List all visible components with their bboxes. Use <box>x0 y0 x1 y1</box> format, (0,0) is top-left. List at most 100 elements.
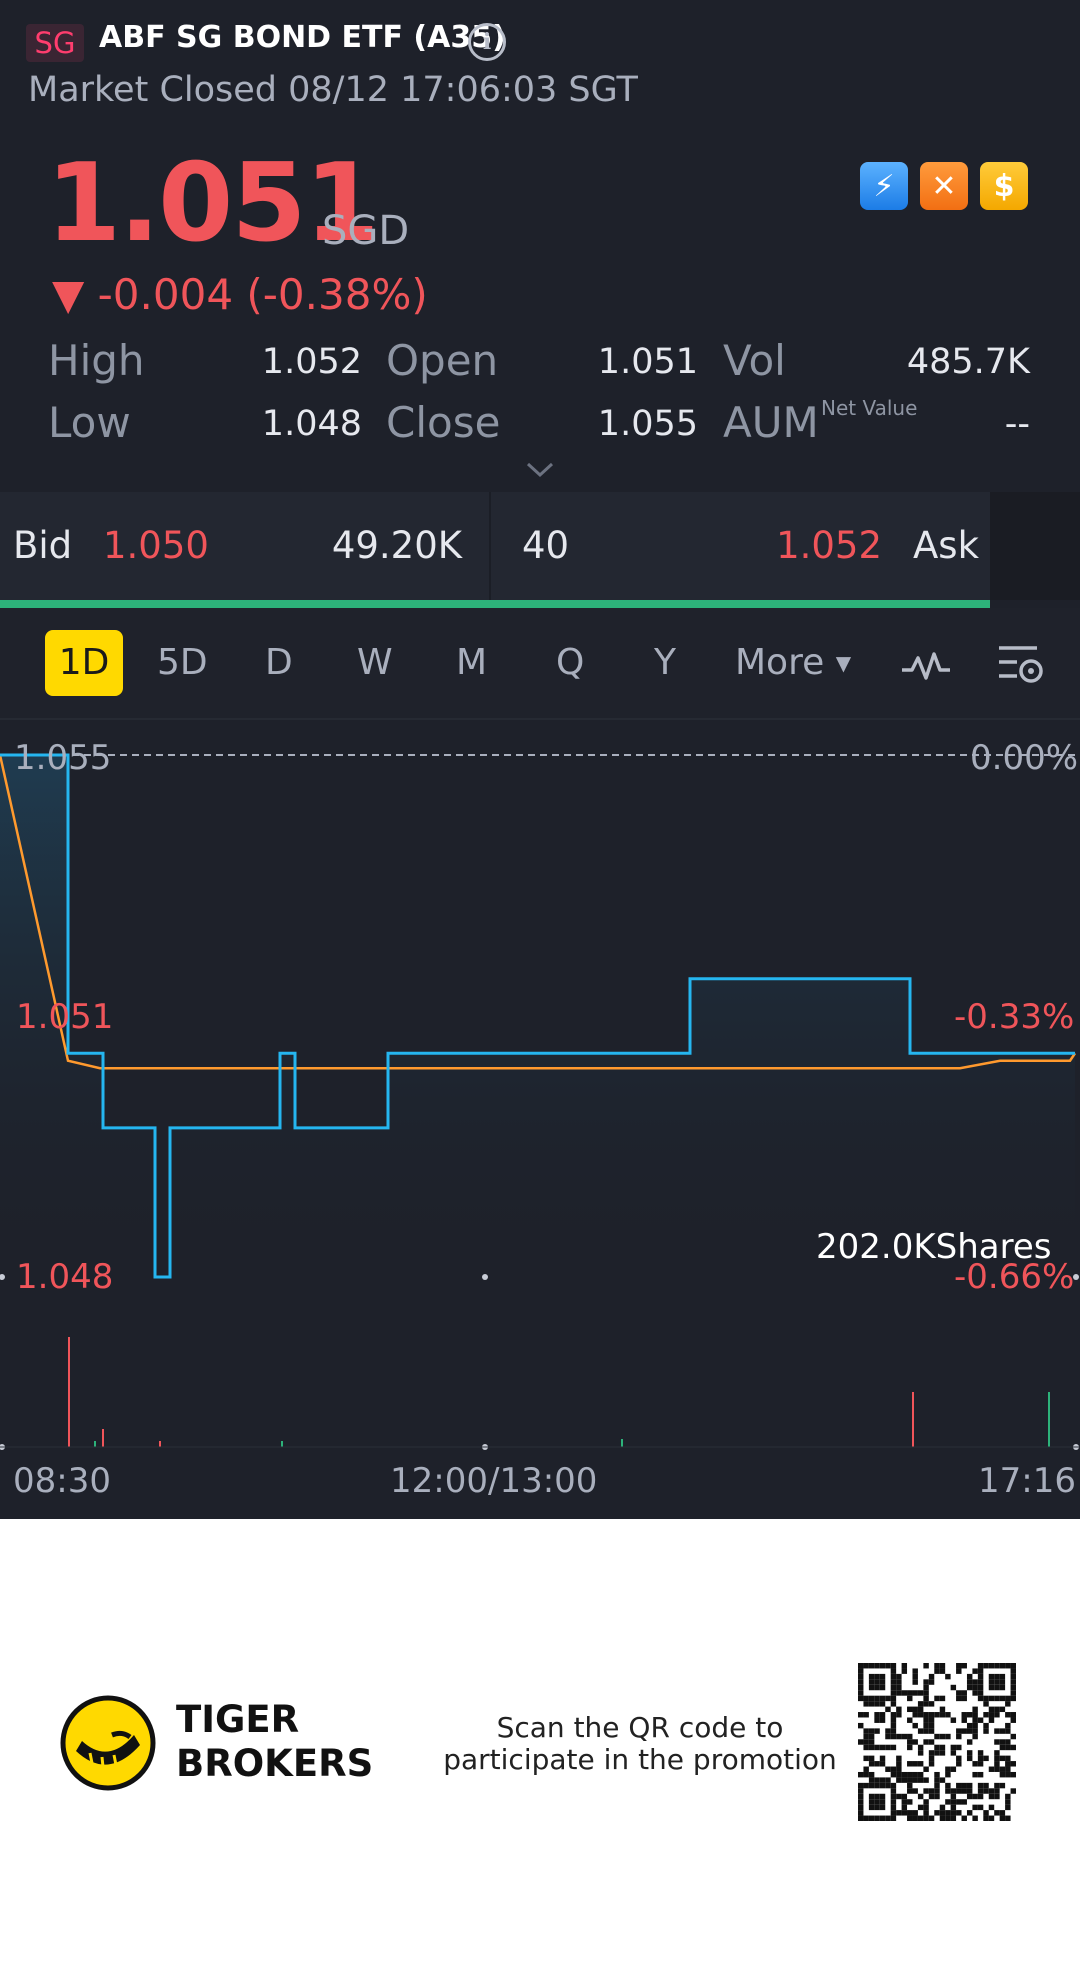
tab-d[interactable]: D <box>265 642 293 683</box>
qr-module <box>874 1701 880 1707</box>
qr-module <box>939 1733 946 1740</box>
qr-module <box>945 1771 951 1778</box>
qr-module <box>928 1750 935 1756</box>
grid-dot-1 <box>482 1274 488 1280</box>
tiger-logo <box>60 1695 156 1791</box>
qr-module <box>928 1739 935 1745</box>
qr-module <box>966 1739 973 1745</box>
qr-module <box>923 1788 929 1794</box>
qr-module <box>988 1663 995 1669</box>
qr-module <box>945 1712 951 1718</box>
high-value: 1.052 <box>261 342 362 382</box>
qr-module <box>983 1663 989 1669</box>
qr-module <box>868 1815 875 1821</box>
qr-module <box>977 1771 984 1778</box>
qr-module <box>863 1739 869 1745</box>
qr-module <box>858 1793 864 1800</box>
qr-module <box>1005 1766 1011 1772</box>
indicator-icon[interactable] <box>898 638 954 694</box>
qr-module <box>923 1684 929 1691</box>
qr-module <box>945 1733 951 1740</box>
qr-module <box>923 1690 929 1696</box>
qr-module <box>923 1663 929 1669</box>
qr-module <box>928 1712 935 1718</box>
qr-module <box>994 1679 1000 1685</box>
qr-module <box>1005 1695 1011 1702</box>
qr-module <box>874 1782 880 1789</box>
chart-settings-icon[interactable] <box>993 638 1049 694</box>
qr-module <box>896 1766 902 1772</box>
qr-module <box>928 1788 935 1794</box>
intraday-chart[interactable] <box>0 720 1080 1519</box>
vol-value: 485.7K <box>906 342 1030 382</box>
qr-module <box>994 1712 1000 1718</box>
x-label-midday: 12:00/13:00 <box>390 1461 598 1501</box>
qr-code[interactable] <box>858 1663 1016 1821</box>
bid-ask-ratio-bar <box>0 600 990 608</box>
bid-ask-divider <box>489 492 491 600</box>
chart-badge-icon[interactable]: ✕ <box>920 162 968 210</box>
qr-module <box>879 1695 886 1702</box>
qr-module <box>966 1750 973 1756</box>
qr-module <box>956 1733 962 1740</box>
qr-module <box>945 1766 951 1772</box>
qr-module <box>950 1815 957 1821</box>
qr-module <box>858 1684 864 1691</box>
tab-y[interactable]: Y <box>654 642 676 683</box>
qr-module <box>868 1733 875 1740</box>
qr-module <box>934 1788 940 1794</box>
ask-price: 1.052 <box>776 524 882 567</box>
qr-module <box>874 1717 880 1723</box>
tab-5d[interactable]: 5D <box>157 642 208 683</box>
qr-module <box>907 1788 913 1794</box>
qr-module <box>950 1793 957 1800</box>
caret-down-icon: ▼ <box>835 651 852 675</box>
qr-module <box>1010 1695 1016 1702</box>
qr-module <box>907 1733 913 1740</box>
qr-module <box>950 1684 957 1691</box>
qr-module <box>966 1810 973 1816</box>
qr-module <box>966 1782 973 1789</box>
qr-module <box>923 1695 929 1702</box>
qr-module <box>896 1679 902 1685</box>
grid-dot-2 <box>1073 1274 1079 1280</box>
qr-module <box>874 1777 880 1783</box>
qr-module <box>912 1706 918 1713</box>
qr-module <box>890 1793 897 1800</box>
bid-ask-bar[interactable] <box>0 492 990 600</box>
qr-module <box>896 1733 902 1740</box>
tab-more[interactable]: More ▼ <box>735 642 851 683</box>
qr-module <box>890 1815 897 1821</box>
lightning-1-icon[interactable]: ⚡ <box>860 162 908 210</box>
info-icon[interactable]: i <box>468 23 506 61</box>
qr-module <box>928 1679 935 1685</box>
low-label: Low <box>48 398 131 447</box>
qr-module <box>950 1744 957 1751</box>
qr-module <box>939 1744 946 1751</box>
qr-module <box>939 1815 946 1821</box>
qr-module <box>983 1815 989 1821</box>
qr-module <box>945 1782 951 1789</box>
tab-q[interactable]: Q <box>556 642 585 683</box>
high-label: High <box>48 336 145 385</box>
expand-chevron-icon[interactable] <box>522 458 558 482</box>
qr-module <box>961 1799 967 1805</box>
qr-module <box>972 1804 978 1811</box>
tab-m[interactable]: M <box>456 642 488 683</box>
qr-module <box>890 1810 897 1816</box>
qr-module <box>907 1744 913 1751</box>
tab-w[interactable]: W <box>357 642 393 683</box>
qr-module <box>1005 1728 1011 1734</box>
dollar-icon[interactable]: $ <box>980 162 1028 210</box>
qr-module <box>950 1810 957 1816</box>
qr-module <box>983 1701 989 1707</box>
qr-module <box>961 1712 967 1718</box>
qr-module <box>874 1793 880 1800</box>
open-label: Open <box>386 336 499 385</box>
qr-module <box>983 1728 989 1734</box>
qr-module <box>863 1771 869 1778</box>
qr-module <box>983 1695 989 1702</box>
tab-1d[interactable]: 1D <box>45 630 123 696</box>
qr-module <box>885 1695 891 1702</box>
qr-module <box>999 1739 1006 1745</box>
